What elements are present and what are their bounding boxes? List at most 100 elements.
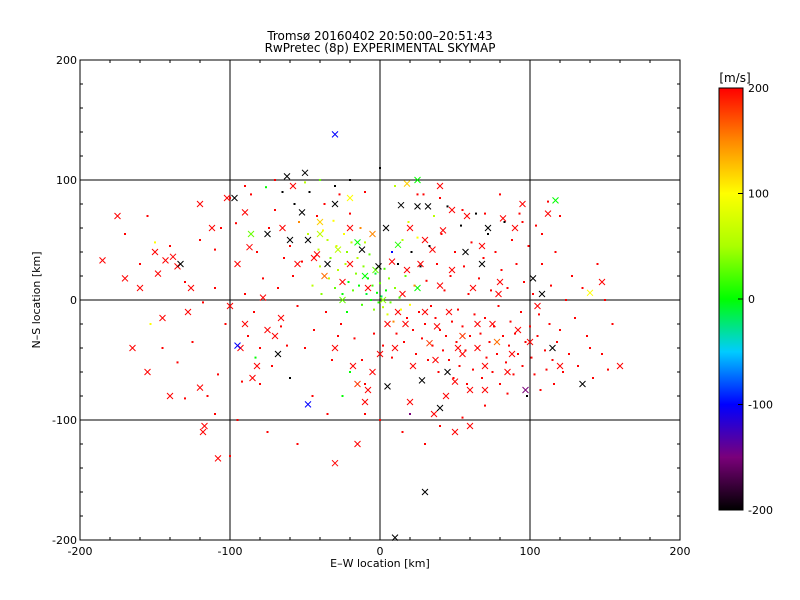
data-point-cross — [519, 200, 526, 208]
data-point-cross — [394, 241, 402, 249]
data-point-cross — [144, 368, 151, 376]
data-point-dot — [346, 251, 348, 253]
data-point-cross — [283, 173, 291, 180]
data-point-dot — [592, 377, 594, 379]
data-point-dot — [376, 291, 378, 294]
data-point-cross — [586, 289, 594, 297]
data-point-dot — [451, 320, 453, 323]
data-point-dot — [334, 185, 336, 187]
data-point-cross — [249, 374, 256, 382]
data-point-dot — [604, 299, 606, 301]
data-point-cross — [196, 200, 204, 208]
data-point-cross — [151, 248, 159, 256]
data-point-dot — [517, 353, 519, 355]
data-point-dot — [229, 455, 231, 457]
data-point-dot — [526, 395, 528, 397]
data-point-dot — [424, 443, 426, 445]
data-point-dot — [386, 313, 389, 316]
data-point-dot — [596, 263, 599, 265]
data-point-dot — [413, 284, 416, 287]
data-point-dot — [506, 392, 509, 395]
data-point-cross — [316, 218, 324, 226]
data-point-cross — [231, 194, 238, 202]
data-point-dot — [236, 419, 239, 421]
x-tick-label: 200 — [670, 545, 691, 558]
data-point-dot — [322, 229, 324, 232]
data-point-dot — [307, 233, 309, 235]
data-point-cross — [375, 263, 382, 270]
data-point-dot — [416, 236, 419, 239]
data-point-cross — [442, 392, 450, 400]
data-point-cross — [552, 197, 559, 204]
data-point-dot — [472, 368, 474, 371]
data-point-dot — [458, 365, 461, 367]
data-point-cross — [409, 362, 417, 370]
data-point-cross — [247, 230, 255, 238]
data-point-dot — [403, 341, 405, 343]
data-point-dot — [457, 308, 459, 311]
data-point-cross — [136, 284, 144, 292]
data-point-dot — [347, 281, 350, 283]
data-point-dot — [394, 185, 396, 187]
data-point-dot — [443, 289, 446, 292]
data-point-dot — [364, 383, 366, 385]
data-point-dot — [469, 335, 471, 337]
colorbar-tick-label: -100 — [748, 399, 773, 412]
data-point-dot — [391, 251, 393, 253]
data-points — [99, 131, 624, 541]
data-point-cross — [354, 440, 361, 448]
data-point-dot — [461, 209, 464, 211]
data-point-dot — [161, 347, 164, 349]
data-point-dot — [214, 413, 216, 415]
data-point-cross — [349, 362, 357, 370]
data-point-dot — [379, 167, 381, 169]
data-point-cross — [159, 314, 166, 322]
data-point-cross — [549, 344, 556, 352]
data-point-dot — [476, 347, 479, 349]
data-point-cross — [478, 260, 486, 268]
data-point-dot — [611, 323, 614, 325]
data-point-dot — [461, 416, 464, 419]
data-point-cross — [451, 378, 459, 385]
data-point-cross — [459, 350, 466, 358]
data-point-cross — [354, 239, 361, 246]
data-point-dot — [385, 289, 387, 292]
data-point-cross — [436, 182, 444, 190]
data-point-dot — [344, 263, 347, 265]
data-point-cross — [448, 206, 456, 214]
data-point-cross — [399, 290, 406, 298]
data-point-cross — [417, 260, 424, 268]
data-point-cross — [414, 203, 421, 210]
data-point-cross — [234, 342, 241, 349]
data-point-dot — [461, 325, 464, 328]
colorbar-tick-label: 200 — [748, 82, 769, 95]
data-point-dot — [548, 323, 551, 325]
data-point-dot — [532, 293, 534, 295]
data-point-cross — [454, 344, 462, 352]
data-point-cross — [448, 266, 456, 274]
data-point-cross — [444, 368, 451, 376]
data-point-cross — [529, 275, 537, 282]
data-point-dot — [346, 311, 348, 313]
data-point-dot — [206, 395, 209, 397]
data-point-cross — [463, 212, 471, 220]
data-point-cross — [369, 230, 376, 238]
data-point-dot — [416, 193, 419, 196]
data-point-cross — [478, 242, 486, 250]
data-point-dot — [331, 359, 333, 361]
data-point-dot — [577, 365, 579, 367]
data-point-cross — [304, 401, 312, 408]
data-point-dot — [521, 365, 524, 367]
data-point-cross — [469, 284, 477, 292]
data-point-dot — [202, 301, 204, 304]
data-point-dot — [262, 277, 264, 280]
data-point-cross — [271, 332, 279, 340]
data-point-dot — [265, 186, 267, 189]
data-point-dot — [370, 299, 372, 301]
y-tick-label: -200 — [52, 534, 77, 547]
data-point-dot — [361, 303, 363, 306]
data-point-cross — [384, 383, 391, 390]
data-point-cross — [169, 253, 177, 261]
data-point-dot — [538, 313, 540, 316]
data-point-dot — [184, 397, 186, 400]
